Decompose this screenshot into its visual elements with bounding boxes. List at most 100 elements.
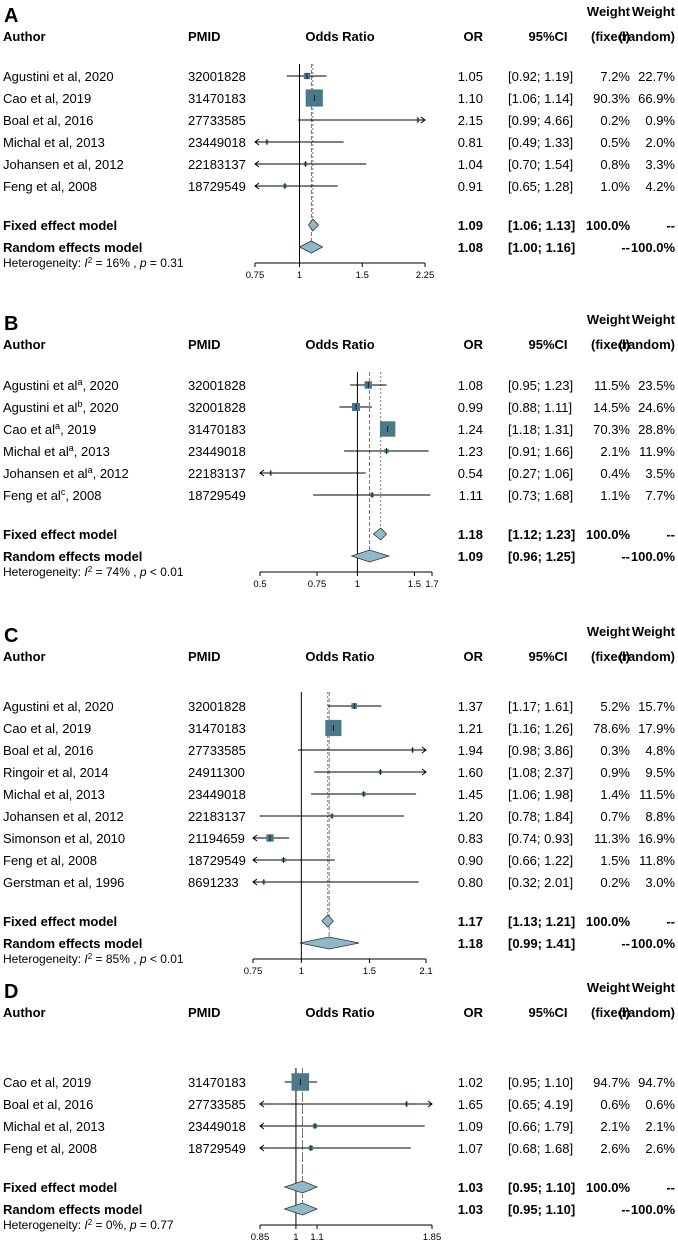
study-author: Feng et al, 2008	[3, 1141, 97, 1156]
ci-arrow-left	[254, 182, 260, 190]
random-effects-model-or: 1.03	[458, 1202, 483, 1217]
heterogeneity-p: p	[139, 952, 147, 966]
header-random: (random)	[619, 337, 675, 352]
study-author: Boal et al, 2016	[3, 113, 93, 128]
fixed-effect-model-or: 1.09	[458, 218, 483, 233]
study-author: Cao et al, 2019	[3, 721, 91, 736]
study-weight-random: 94.7%	[638, 1075, 675, 1090]
study-weight-fixed: 0.4%	[600, 466, 630, 481]
study-weight-fixed: 7.2%	[600, 69, 630, 84]
study-author: Ringoir et al, 2014	[3, 765, 109, 780]
study-weight-fixed: 0.3%	[600, 743, 630, 758]
study-or: 1.20	[458, 809, 483, 824]
heterogeneity-sup: 2	[88, 952, 93, 961]
study-superscript: a	[55, 421, 60, 431]
study-year: , 2008	[65, 488, 101, 503]
study-ci: [0.70; 1.54]	[508, 157, 573, 172]
study-weight-fixed: 2.1%	[600, 444, 630, 459]
study-pmid: 18729549	[188, 488, 246, 503]
study-ci: [0.78; 1.84]	[508, 809, 573, 824]
header-pmid: PMID	[188, 1005, 221, 1020]
study-weight-random: 15.7%	[638, 699, 675, 714]
random-effects-model-ci: [0.99; 1.41]	[508, 936, 575, 951]
heterogeneity-i2: I	[84, 256, 88, 270]
heterogeneity-sup: 2	[88, 565, 93, 574]
study-weight-random: 7.7%	[645, 488, 675, 503]
ci-arrow-left	[259, 1122, 265, 1130]
study-pmid: 27733585	[188, 743, 246, 758]
study-ci: [0.99; 4.66]	[508, 113, 573, 128]
random-effects-model-or: 1.18	[458, 936, 483, 951]
fixed-effect-model-or: 1.18	[458, 527, 483, 542]
study-weight-random: 3.3%	[645, 157, 675, 172]
study-ci: [1.17; 1.61]	[508, 699, 573, 714]
study-ci: [0.27; 1.06]	[508, 466, 573, 481]
random-effects-model-label: Random effects model	[3, 936, 142, 951]
heterogeneity-prefix: Heterogeneity:	[3, 565, 84, 579]
study-pmid: 18729549	[188, 179, 246, 194]
study-weight-fixed: 2.6%	[600, 1141, 630, 1156]
x-tick-label: 0.75	[244, 966, 263, 977]
random-effects-model-or: 1.09	[458, 549, 483, 564]
study-or: 0.54	[458, 466, 483, 481]
header-or: OR	[464, 649, 484, 664]
ci-arrow-right	[421, 768, 427, 776]
fixed-effect-model-weight-fixed: 100.0%	[586, 527, 631, 542]
fixed-effect-model-weight-random: --	[666, 1180, 675, 1195]
study-weight-random: 0.9%	[645, 113, 675, 128]
study-author: Boal et al, 2016	[3, 743, 93, 758]
header-or: OR	[464, 1005, 484, 1020]
heterogeneity-i2: I	[84, 565, 88, 579]
heterogeneity-sup: 2	[88, 256, 93, 265]
header-or: OR	[464, 337, 484, 352]
heterogeneity-prefix: Heterogeneity:	[3, 1218, 84, 1232]
study-weight-fixed: 0.8%	[600, 157, 630, 172]
study-pmid: 27733585	[188, 113, 246, 128]
header-ci: 95%CI	[528, 337, 567, 352]
header-fixed: (fixed)	[591, 29, 630, 44]
fixed-effect-model-label: Fixed effect model	[3, 914, 117, 929]
study-or: 1.07	[458, 1141, 483, 1156]
x-tick-label: 0.85	[251, 1232, 270, 1243]
study-weight-random: 11.5%	[639, 787, 675, 802]
header-random: (random)	[619, 29, 675, 44]
study-author: Johansen et al, 2012	[3, 157, 124, 172]
x-tick-label: 0.5	[253, 579, 266, 590]
study-weight-fixed: 11.3%	[594, 831, 630, 846]
study-author: Gerstman et al, 1996	[3, 875, 124, 890]
x-tick-label: 0.75	[308, 579, 327, 590]
x-tick-label: 1	[297, 270, 302, 281]
panel-letter: D	[4, 981, 18, 1003]
study-or: 0.83	[458, 831, 483, 846]
study-or: 0.91	[458, 179, 483, 194]
fixed-effect-model-weight-fixed: 100.0%	[586, 218, 631, 233]
study-or: 1.60	[458, 765, 483, 780]
heterogeneity-value: = 74% ,	[92, 565, 140, 579]
study-pmid: 27733585	[188, 1097, 246, 1112]
ci-arrow-left	[259, 469, 265, 477]
x-tick-label: 1	[293, 1232, 298, 1243]
random-effects-model-ci: [0.95; 1.10]	[508, 1202, 575, 1217]
fixed-effect-model-weight-fixed: 100.0%	[586, 914, 631, 929]
random-effects-model-ci: [0.96; 1.25]	[508, 549, 575, 564]
ci-arrow-right	[427, 1100, 433, 1108]
ci-arrow-left	[252, 856, 258, 864]
random-effects-model-weight-random: 100.0%	[631, 936, 676, 951]
fixed-effect-model-weight-fixed: 100.0%	[586, 1180, 631, 1195]
header-author: Author	[3, 649, 46, 664]
random-effects-model-weight-fixed: --	[621, 936, 630, 951]
fixed-effect-model-diamond	[372, 527, 388, 541]
study-pmid: 22183137	[188, 157, 246, 172]
x-tick-label: 2.1	[419, 966, 432, 977]
study-weight-random: 66.9%	[638, 91, 675, 106]
x-tick-label: 1.5	[356, 270, 369, 281]
study-pmid: 32001828	[188, 400, 246, 415]
fixed-effect-model-weight-random: --	[666, 218, 675, 233]
heterogeneity-p: p	[139, 565, 147, 579]
header-pmid: PMID	[188, 649, 221, 664]
heterogeneity-pvalue: < 0.01	[147, 565, 184, 579]
study-weight-fixed: 90.3%	[593, 91, 630, 106]
study-or: 1.24	[458, 422, 483, 437]
